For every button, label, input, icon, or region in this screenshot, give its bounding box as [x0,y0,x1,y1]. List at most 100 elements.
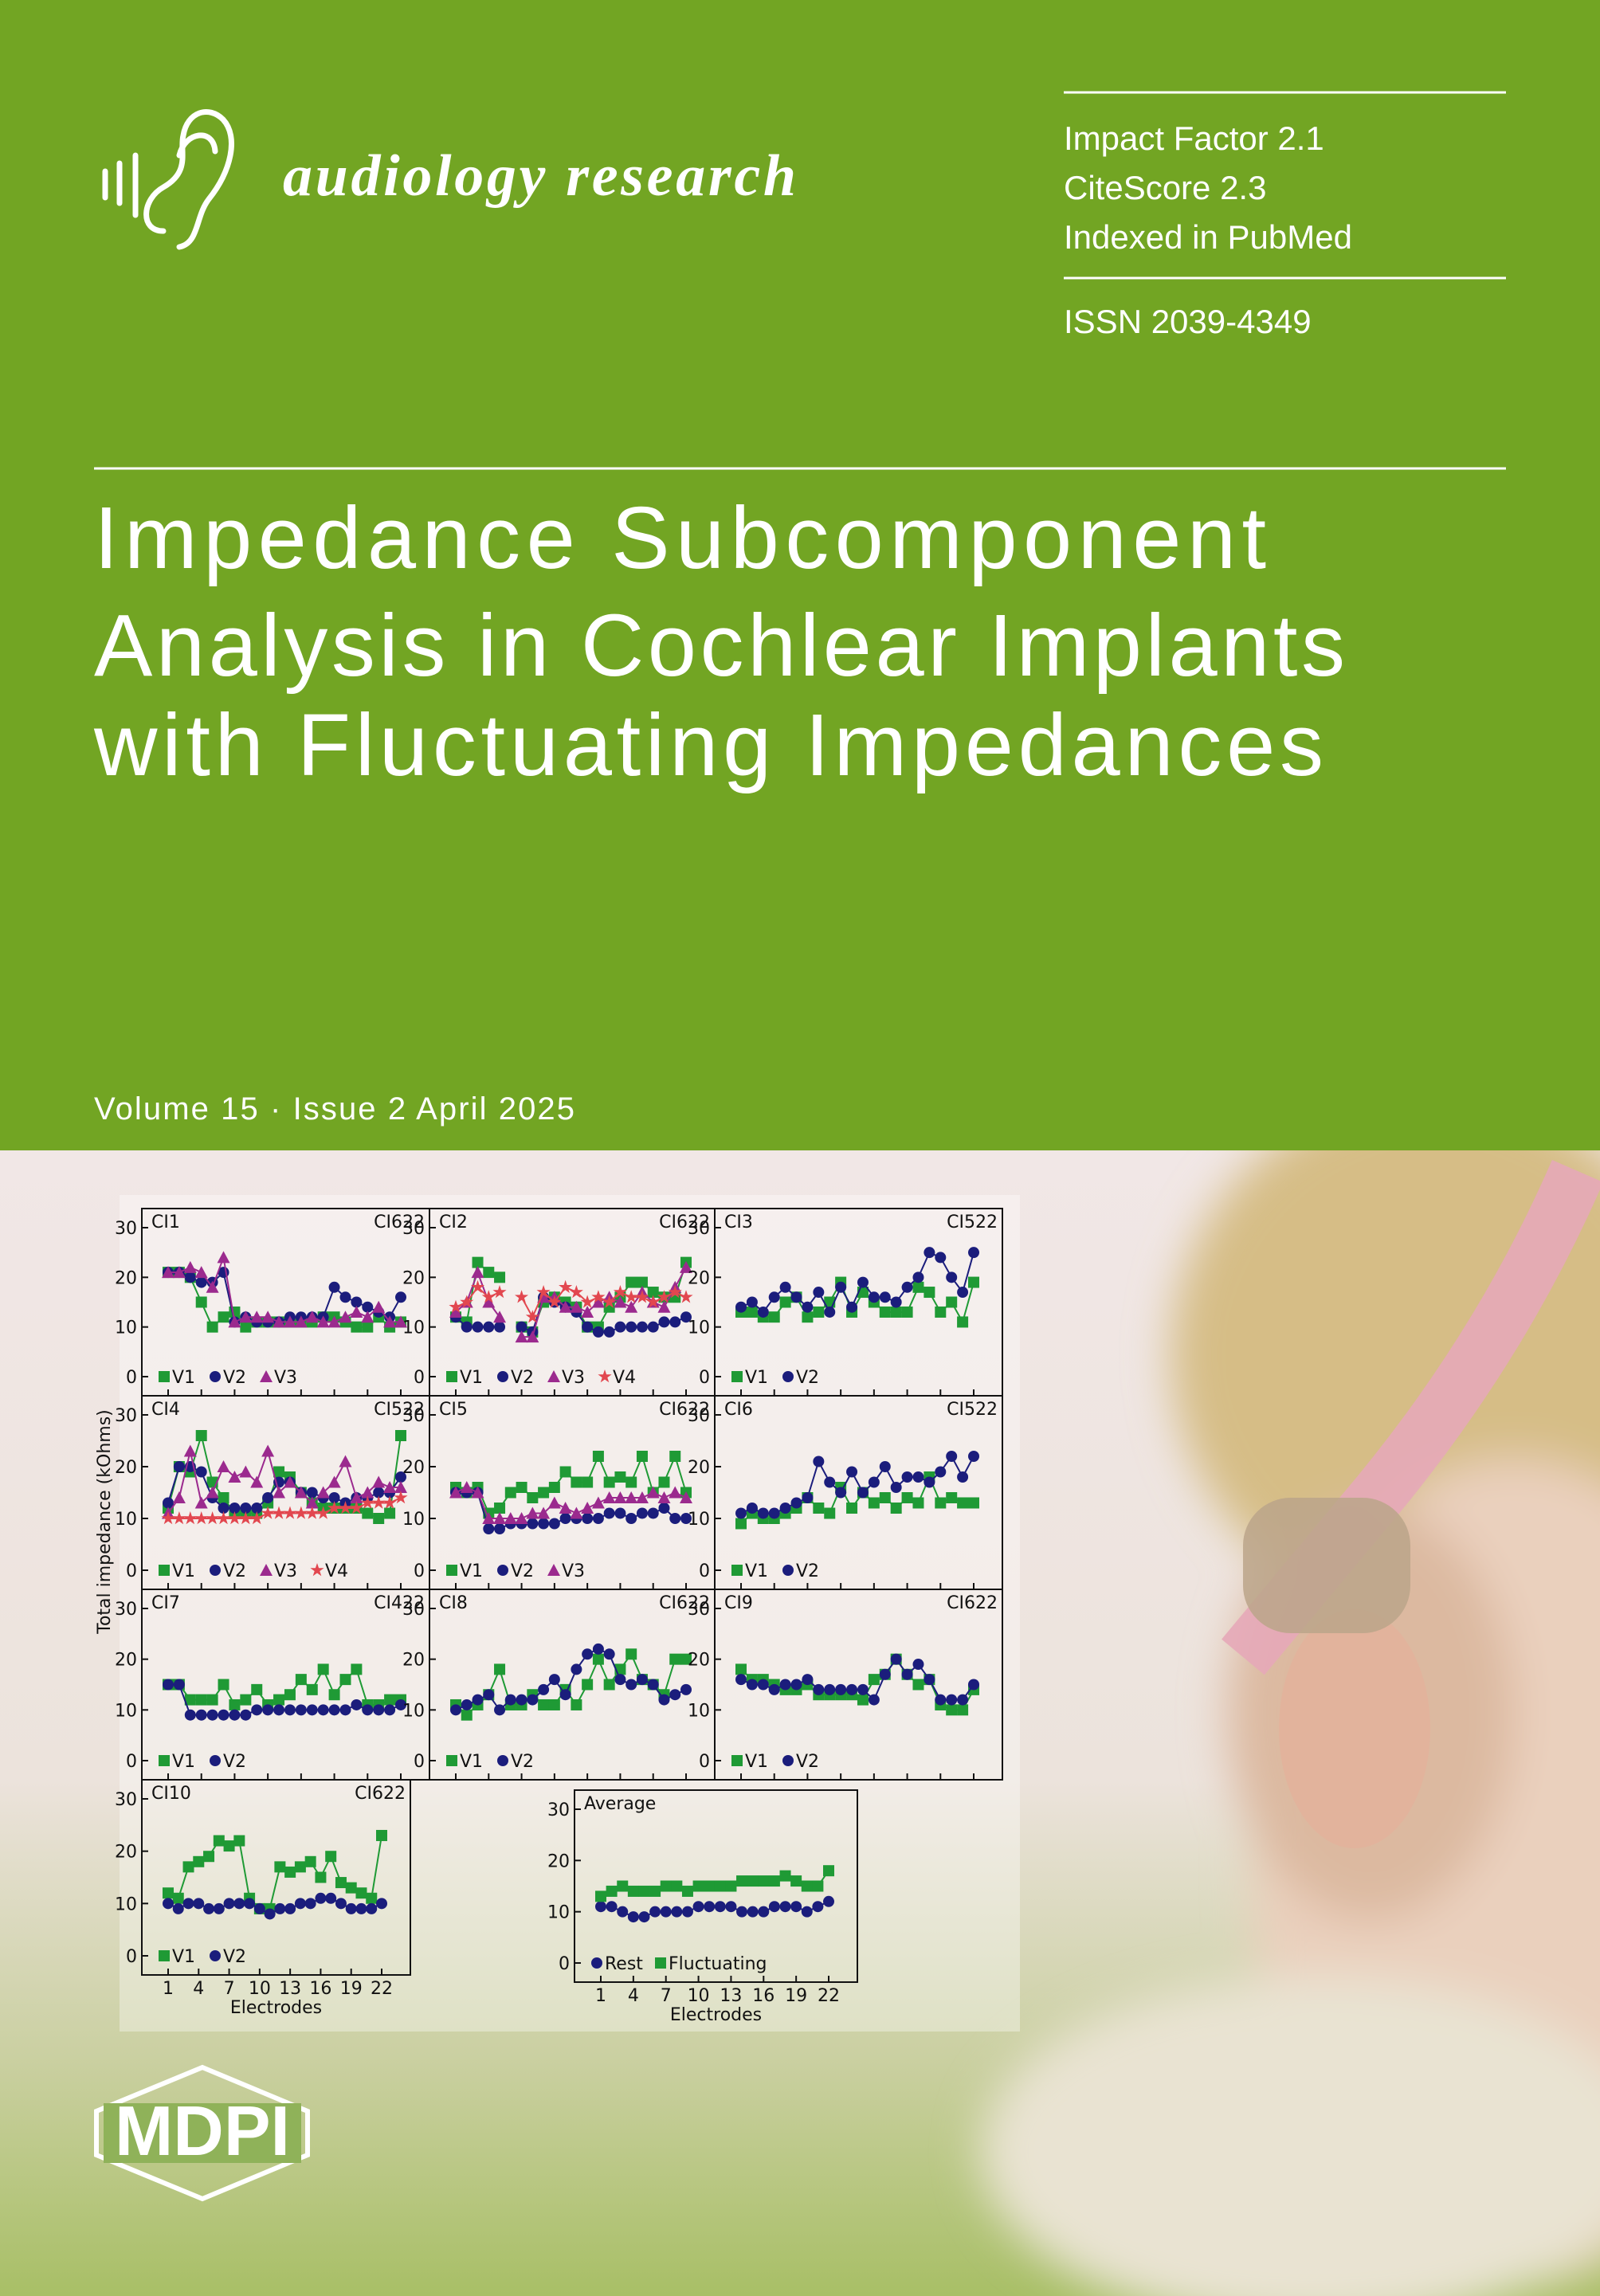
header-band [0,0,1600,1150]
marker [592,1451,604,1462]
marker [515,1330,528,1343]
marker [946,1694,958,1706]
legend-label: V1 [172,1368,195,1388]
marker [879,1306,891,1318]
y-tick-label: 10 [402,1318,425,1338]
marker [366,1892,378,1904]
marker [704,1880,716,1892]
marker [617,1880,629,1892]
marker [669,1486,682,1499]
marker [361,1486,375,1499]
marker [681,1906,693,1918]
marker [790,1901,802,1913]
marker [647,1507,659,1519]
marker [779,1503,791,1514]
marker [782,1371,794,1382]
marker [240,1709,252,1721]
marker [647,1321,659,1333]
legend-label: V2 [796,1368,819,1388]
marker [493,1311,507,1323]
y-tick-label: 20 [115,1268,137,1288]
ear [1279,1609,1430,1848]
marker [779,1679,791,1691]
marker [317,1704,329,1716]
marker [946,1492,958,1503]
series-line [740,1251,975,1315]
marker [472,1321,484,1333]
y-tick-label: 0 [699,1368,710,1388]
x-tick-label: 22 [818,1986,840,2006]
marker [283,1506,297,1519]
marker [824,1476,836,1488]
marker [835,1683,847,1695]
marker [345,1882,357,1894]
marker [625,1648,637,1660]
x-tick-label: 19 [785,1986,807,2006]
y-tick-label: 30 [402,1219,425,1239]
marker [768,1875,780,1887]
marker [384,1704,396,1716]
ear-logo [102,109,234,250]
marker [614,1507,626,1519]
marker [813,1503,825,1514]
marker [494,1523,506,1534]
marker [233,1898,245,1910]
marker [548,1698,560,1710]
marker [446,1565,457,1576]
marker [735,1518,747,1530]
legend-label: V1 [745,1561,768,1581]
x-tick-label: 16 [752,1986,775,2006]
marker [383,1481,397,1493]
marker [813,1306,825,1318]
marker [647,1679,659,1691]
marker [217,1251,230,1264]
marker [782,1755,794,1766]
marker [294,1861,306,1873]
marker [547,1564,560,1576]
marker [768,1901,780,1913]
panel-device: CI522 [947,1213,998,1232]
marker [250,1311,264,1323]
marker [912,1281,924,1293]
marker [305,1506,320,1519]
marker [603,1679,615,1691]
marker [801,1880,813,1892]
marker [384,1507,396,1519]
marker [624,1290,638,1303]
marker [646,1295,661,1308]
marker [261,1311,275,1323]
marker [692,1901,704,1913]
marker [351,1698,363,1710]
marker [901,1306,913,1318]
marker [272,1506,286,1519]
marker [559,1279,573,1294]
marker [946,1271,958,1283]
marker [725,1880,737,1892]
marker [217,1460,230,1472]
marker [240,1503,252,1514]
marker [680,1683,692,1695]
marker [559,1513,571,1524]
marker [946,1451,958,1462]
marker [316,1506,331,1519]
marker [912,1659,924,1671]
panel-name: CI7 [151,1593,180,1613]
marker [890,1306,902,1318]
marker [206,1511,220,1525]
legend-label: Rest [605,1954,643,1974]
marker [516,1694,527,1706]
marker [746,1296,758,1308]
marker [746,1503,758,1514]
marker [735,1674,747,1686]
marker [537,1507,551,1519]
marker [746,1679,758,1691]
marker [655,1957,666,1969]
marker [339,1291,351,1303]
marker [360,1495,375,1509]
marker [372,1475,386,1488]
marker [173,1679,185,1691]
marker [935,1466,947,1478]
marker [371,1495,386,1509]
marker [790,1291,802,1303]
marker [194,1496,208,1509]
